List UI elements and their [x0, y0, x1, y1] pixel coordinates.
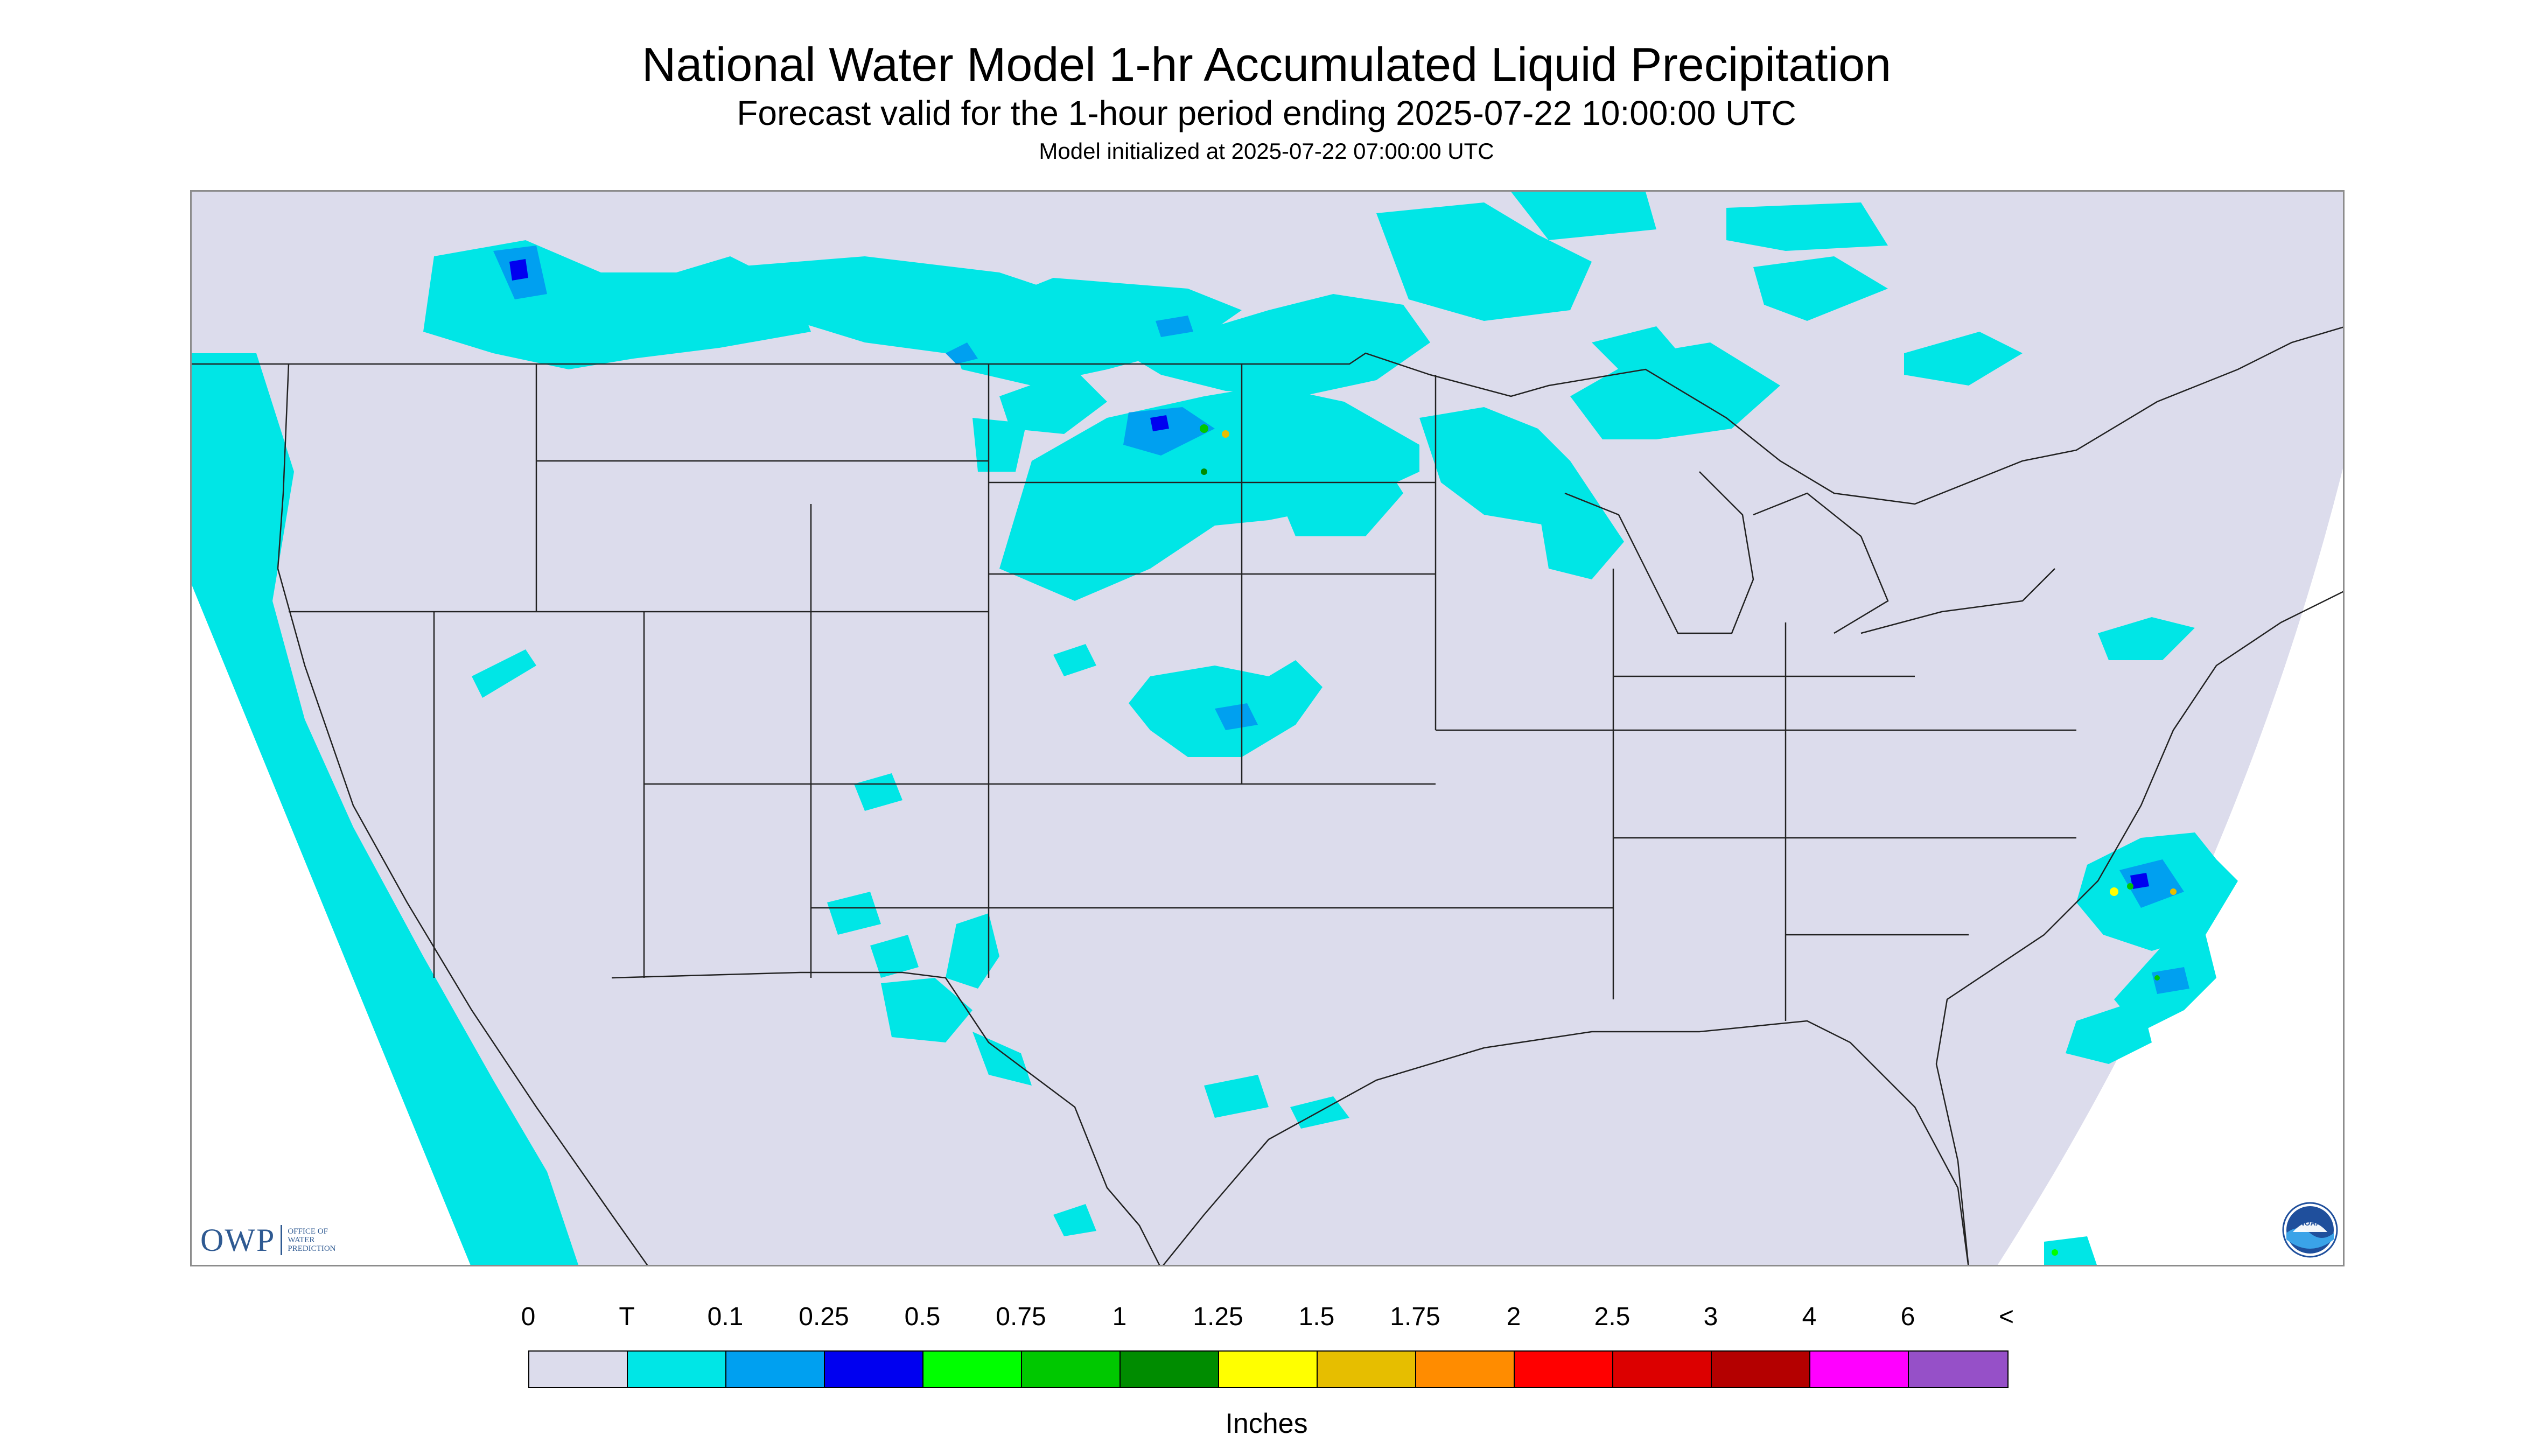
owp-logo-subtext: Office of Water Prediction: [288, 1227, 335, 1253]
legend-tick-label: 0.25: [799, 1303, 849, 1331]
legend-tick-label: 0.75: [996, 1303, 1046, 1331]
owp-logo: OWP Office of Water Prediction: [200, 1221, 336, 1259]
legend-tick-label: 1.25: [1193, 1303, 1243, 1331]
map-subtitle: Forecast valid for the 1-hour period end…: [737, 94, 1796, 132]
legend-tick-label: 1: [1112, 1303, 1127, 1331]
legend-swatch: [825, 1352, 923, 1387]
legend-tick-label: 1.5: [1298, 1303, 1335, 1331]
legend-swatch: [1712, 1352, 1810, 1387]
legend-units-label: Inches: [1225, 1408, 1308, 1439]
map-canvas: [192, 192, 2343, 1265]
precip-trace-areas: [192, 192, 2238, 1265]
legend-tick-label: 1.75: [1390, 1303, 1440, 1331]
owp-logo-line-2: Water: [288, 1236, 315, 1244]
noaa-seal-icon: NOAA: [2282, 1202, 2338, 1258]
precipitation-map: [190, 190, 2345, 1266]
legend-tick-label: 2.5: [1594, 1303, 1631, 1331]
legend-swatch: [1416, 1352, 1515, 1387]
precip-moderate-areas: [509, 259, 2149, 889]
legend-swatch: [1022, 1352, 1121, 1387]
owp-logo-divider: [281, 1225, 283, 1255]
legend-tick-label: 0.5: [904, 1303, 941, 1331]
model-init-time: Model initialized at 2025-07-22 07:00:00…: [1039, 138, 1494, 164]
owp-logo-line-1: Office of: [288, 1227, 328, 1236]
noaa-seal-text: NOAA: [2299, 1219, 2321, 1227]
legend-swatch: [726, 1352, 825, 1387]
legend-swatch: [1909, 1352, 2007, 1387]
legend-swatch: [529, 1352, 628, 1387]
legend-tick-label: 3: [1703, 1303, 1718, 1331]
map-title: National Water Model 1-hr Accumulated Li…: [641, 38, 1892, 91]
outside-domain-east: [1997, 468, 2343, 1265]
legend-tick-label: T: [619, 1303, 635, 1331]
legend-color-bar: [528, 1350, 2009, 1388]
owp-logo-letters: OWP: [200, 1222, 276, 1258]
legend-tick-label: 2: [1506, 1303, 1521, 1331]
legend-swatch: [1613, 1352, 1712, 1387]
legend-tick-label: <: [1998, 1303, 2014, 1331]
legend-swatch: [628, 1352, 726, 1387]
legend-swatch: [1219, 1352, 1318, 1387]
legend-tick-labels: 0 T 0.1 0.25 0.5 0.75 1 1.25 1.5 1.75 2 2.5 3 4 6 <: [0, 1301, 2533, 1339]
legend-swatch: [923, 1352, 1022, 1387]
legend-swatch: [1121, 1352, 1219, 1387]
legend-tick-label: 4: [1802, 1303, 1817, 1331]
precip-light-areas: [493, 246, 2189, 994]
legend-swatch: [1810, 1352, 1909, 1387]
precip-heavy-spots: [1200, 424, 2177, 1256]
legend-swatch: [1515, 1352, 1613, 1387]
legend-tick-label: 6: [1900, 1303, 1915, 1331]
state-country-boundaries: [192, 326, 2343, 1265]
legend-tick-label: 0.1: [707, 1303, 744, 1331]
legend-swatch: [1318, 1352, 1416, 1387]
owp-logo-line-3: Prediction: [288, 1244, 336, 1253]
legend-tick-label: 0: [521, 1303, 536, 1331]
